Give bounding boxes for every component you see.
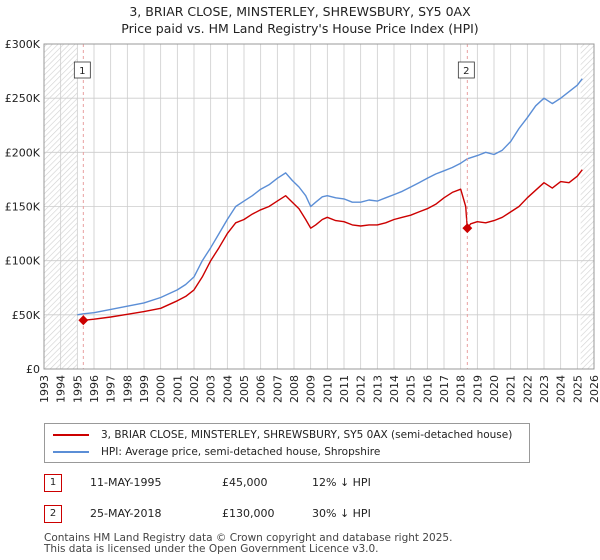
- x-tick-label: 2004: [221, 375, 234, 403]
- footer-licence: This data is licensed under the Open Gov…: [44, 543, 379, 555]
- x-tick-label: 2023: [538, 375, 551, 403]
- price-paid-line: [83, 169, 583, 321]
- x-tick-label: 2012: [355, 375, 368, 403]
- legend-item-hpi: HPI: Average price, semi-detached house,…: [45, 444, 380, 460]
- legend-item-price: 3, BRIAR CLOSE, MINSTERLEY, SHREWSBURY, …: [45, 427, 512, 443]
- y-tick-label: £50K: [12, 309, 41, 322]
- x-tick-label: 2021: [505, 375, 518, 403]
- x-tick-label: 2013: [371, 375, 384, 403]
- y-tick-label: £150K: [5, 201, 41, 214]
- y-tick-label: £300K: [5, 38, 41, 51]
- x-tick-label: 2010: [321, 375, 334, 403]
- transaction-price: £130,000: [222, 507, 275, 520]
- x-tick-label: 2011: [338, 375, 351, 403]
- x-tick-label: 1994: [55, 375, 68, 403]
- y-tick-label: £0: [26, 363, 40, 376]
- legend-label-hpi: HPI: Average price, semi-detached house,…: [101, 446, 381, 458]
- x-tick-label: 2019: [471, 375, 484, 403]
- x-tick-label: 2002: [188, 375, 201, 403]
- y-tick-label: £250K: [5, 92, 41, 105]
- transaction-date: 11-MAY-1995: [90, 476, 162, 489]
- transaction-label-box: [457, 61, 475, 79]
- x-tick-label: 1999: [138, 375, 151, 403]
- x-tick-label: 2001: [171, 375, 184, 403]
- y-tick-label: £200K: [5, 146, 41, 159]
- chart-title: 3, BRIAR CLOSE, MINSTERLEY, SHREWSBURY, …: [129, 4, 471, 19]
- x-tick-label: 2003: [205, 375, 218, 403]
- x-tick-label: 2026: [588, 375, 600, 403]
- x-tick-label: 2016: [421, 375, 434, 403]
- x-tick-label: 2005: [238, 375, 251, 403]
- footer-copyright: Contains HM Land Registry data © Crown c…: [44, 532, 453, 544]
- x-tick-label: 1997: [105, 375, 118, 403]
- transaction-hpi-diff: 30% ↓ HPI: [312, 507, 371, 520]
- transaction-label-box: [73, 61, 91, 79]
- x-tick-label: 2006: [255, 375, 268, 403]
- transaction-price: £45,000: [222, 476, 268, 489]
- legend-swatch-price: [53, 434, 89, 436]
- x-tick-label: 2000: [155, 375, 168, 403]
- transaction-date: 25-MAY-2018: [90, 507, 162, 520]
- plot-frame: [43, 43, 595, 370]
- x-tick-label: 2008: [288, 375, 301, 403]
- transaction-number: 1: [44, 474, 62, 492]
- x-tick-label: 2007: [271, 375, 284, 403]
- x-tick-label: 1998: [121, 375, 134, 403]
- transaction-label: 2: [463, 66, 469, 77]
- x-tick-label: 2014: [388, 375, 401, 403]
- transaction-label: 1: [79, 66, 85, 77]
- price-chart: 1 2 1993 1994 1995 1996 1997 1998 1999 2000 2001 2…: [5, 38, 600, 403]
- transaction-point: [462, 223, 473, 234]
- x-tick-label: 2018: [455, 375, 468, 403]
- y-tick-label: £100K: [5, 255, 41, 268]
- legend-swatch-hpi: [53, 451, 89, 453]
- x-tick-label: 2009: [305, 375, 318, 403]
- x-tick-label: 2017: [438, 375, 451, 403]
- x-tick-label: 2022: [521, 375, 534, 403]
- x-tick-label: 2025: [571, 375, 584, 403]
- x-tick-label: 2015: [405, 375, 418, 403]
- transaction-number: 2: [44, 505, 62, 523]
- legend: 3, BRIAR CLOSE, MINSTERLEY, SHREWSBURY, …: [44, 423, 530, 463]
- x-tick-label: 1995: [71, 375, 84, 403]
- x-tick-label: 2020: [488, 375, 501, 403]
- x-tick-label: 1993: [38, 375, 51, 403]
- x-tick-label: 2024: [555, 375, 568, 403]
- legend-label-price: 3, BRIAR CLOSE, MINSTERLEY, SHREWSBURY, …: [101, 429, 513, 441]
- chart-subtitle: Price paid vs. HM Land Registry's House …: [121, 21, 479, 36]
- x-tick-label: 1996: [88, 375, 101, 403]
- hpi-line: [77, 78, 583, 316]
- transaction-hpi-diff: 12% ↓ HPI: [312, 476, 371, 489]
